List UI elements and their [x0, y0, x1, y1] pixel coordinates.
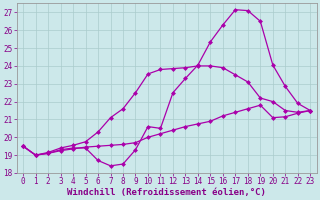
X-axis label: Windchill (Refroidissement éolien,°C): Windchill (Refroidissement éolien,°C) — [67, 188, 266, 197]
